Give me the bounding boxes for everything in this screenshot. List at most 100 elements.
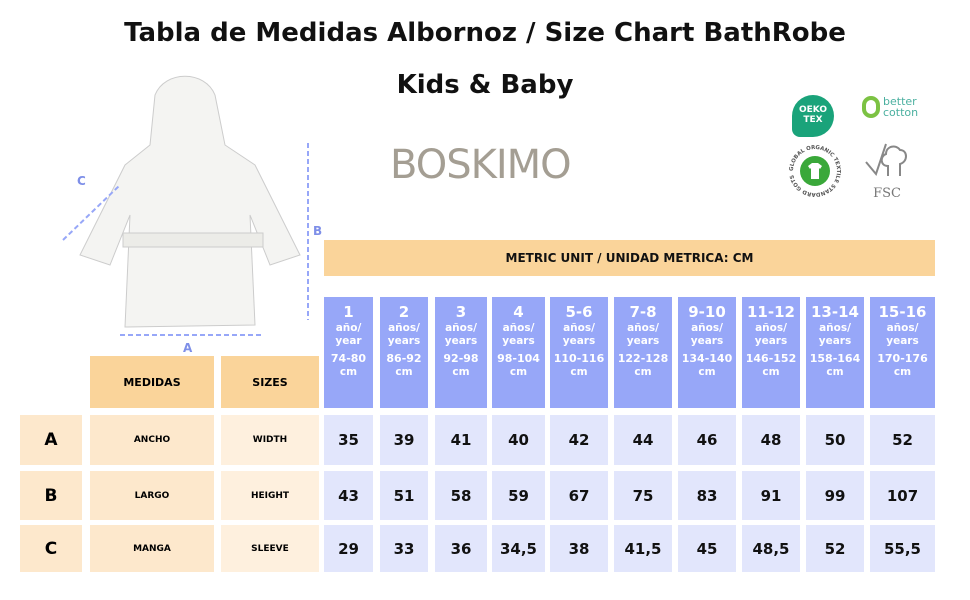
table-cell: 107 xyxy=(870,471,935,520)
size-height-range: 74-80 xyxy=(330,352,367,365)
table-cell: 44 xyxy=(614,415,672,465)
size-height-unit: cm xyxy=(509,365,528,378)
oekotex-logo: OEKO TEX xyxy=(792,95,834,137)
table-cell: 58 xyxy=(435,471,487,520)
measure-a: A xyxy=(120,334,263,355)
size-unit: año/ xyxy=(335,321,362,334)
table-cell: 29 xyxy=(324,525,373,572)
gots-logo: GLOBAL ORGANIC TEXTILE STANDARD GOTS xyxy=(789,145,841,197)
table-cell: 42 xyxy=(550,415,608,465)
size-header: 1 año/ year 74-80 cm xyxy=(324,297,373,408)
size-height-unit: cm xyxy=(395,365,413,378)
size-age: 3 xyxy=(455,303,467,321)
size-height-range: 146-152 xyxy=(745,352,797,365)
svg-text:B: B xyxy=(313,224,322,238)
table-cell: 45 xyxy=(678,525,736,572)
measure-c: C xyxy=(62,174,121,241)
row-label-en: SLEEVE xyxy=(221,525,319,572)
size-header: 5-6 años/ years 110-116 cm xyxy=(550,297,608,408)
table-cell: 52 xyxy=(870,415,935,465)
medidas-header: MEDIDAS xyxy=(90,356,214,408)
table-cell: 46 xyxy=(678,415,736,465)
table-cell: 75 xyxy=(614,471,672,520)
size-height-range: 134-140 xyxy=(681,352,733,365)
size-age: 11-12 xyxy=(747,303,795,321)
table-cell: 33 xyxy=(380,525,428,572)
size-unit: años/ xyxy=(819,321,851,334)
size-age: 2 xyxy=(398,303,410,321)
size-age: 1 xyxy=(343,303,354,321)
table-cell: 59 xyxy=(492,471,545,520)
size-age: 9-10 xyxy=(688,303,726,321)
size-header: 9-10 años/ years 134-140 cm xyxy=(678,297,736,408)
table-cell: 40 xyxy=(492,415,545,465)
size-unit: años/ xyxy=(755,321,787,334)
size-height-unit: cm xyxy=(698,365,716,378)
size-unit: años/ xyxy=(691,321,723,334)
row-label-en: HEIGHT xyxy=(221,471,319,520)
bettercotton-logo: better cotton xyxy=(862,96,927,118)
metric-unit-banner: METRIC UNIT / UNIDAD METRICA: CM xyxy=(324,240,935,276)
size-height-range: 110-116 xyxy=(553,352,605,365)
row-letter: C xyxy=(20,525,82,572)
brand-logo: BOSKIMO xyxy=(390,142,572,188)
fsc-tree-icon xyxy=(865,143,907,177)
size-unit: year xyxy=(335,334,362,347)
size-unit: años/ xyxy=(502,321,535,334)
table-cell: 41 xyxy=(435,415,487,465)
size-height-unit: cm xyxy=(762,365,780,378)
size-unit: years xyxy=(690,334,724,347)
size-unit: años/ xyxy=(563,321,595,334)
size-height-unit: cm xyxy=(339,365,358,378)
size-unit: años/ xyxy=(886,321,919,334)
table-cell: 41,5 xyxy=(614,525,672,572)
table-cell: 67 xyxy=(550,471,608,520)
size-header: 7-8 años/ years 122-128 cm xyxy=(614,297,672,408)
size-header: 11-12 años/ years 146-152 cm xyxy=(742,297,800,408)
size-height-range: 98-104 xyxy=(497,352,540,365)
table-cell: 91 xyxy=(742,471,800,520)
size-height-unit: cm xyxy=(634,365,652,378)
size-header: 2 años/ years 86-92 cm xyxy=(380,297,428,408)
size-unit: years xyxy=(818,334,852,347)
table-cell: 35 xyxy=(324,415,373,465)
size-header: 3 años/ years 92-98 cm xyxy=(435,297,487,408)
bettercotton-icon xyxy=(862,96,880,118)
table-cell: 36 xyxy=(435,525,487,572)
size-height-range: 158-164 xyxy=(809,352,861,365)
table-cell: 55,5 xyxy=(870,525,935,572)
measure-b: B xyxy=(307,143,322,320)
row-letter: A xyxy=(20,415,82,465)
size-unit: years xyxy=(502,334,535,347)
size-header: 13-14 años/ years 158-164 cm xyxy=(806,297,864,408)
size-unit: años/ xyxy=(627,321,659,334)
table-cell: 51 xyxy=(380,471,428,520)
size-unit: años/ xyxy=(388,321,420,334)
size-height-range: 92-98 xyxy=(443,352,479,365)
size-unit: years xyxy=(562,334,596,347)
size-header: 4 años/ years 98-104 cm xyxy=(492,297,545,408)
table-cell: 48,5 xyxy=(742,525,800,572)
size-height-unit: cm xyxy=(826,365,844,378)
size-height-range: 86-92 xyxy=(386,352,422,365)
row-letter: B xyxy=(20,471,82,520)
size-height-unit: cm xyxy=(452,365,470,378)
row-label-es: MANGA xyxy=(90,525,214,572)
table-cell: 48 xyxy=(742,415,800,465)
table-cell: 39 xyxy=(380,415,428,465)
size-age: 15-16 xyxy=(878,303,927,321)
size-height-unit: cm xyxy=(570,365,588,378)
row-label-en: WIDTH xyxy=(221,415,319,465)
fsc-logo: FSC xyxy=(862,140,912,201)
table-cell: 99 xyxy=(806,471,864,520)
svg-text:C: C xyxy=(77,174,86,188)
table-cell: 34,5 xyxy=(492,525,545,572)
size-unit: years xyxy=(886,334,919,347)
size-age: 5-6 xyxy=(565,303,593,321)
table-cell: 50 xyxy=(806,415,864,465)
svg-text:A: A xyxy=(183,341,193,355)
sizes-header: SIZES xyxy=(221,356,319,408)
size-height-range: 122-128 xyxy=(617,352,669,365)
size-header: 15-16 años/ years 170-176 cm xyxy=(870,297,935,408)
size-height-range: 170-176 xyxy=(877,352,928,365)
